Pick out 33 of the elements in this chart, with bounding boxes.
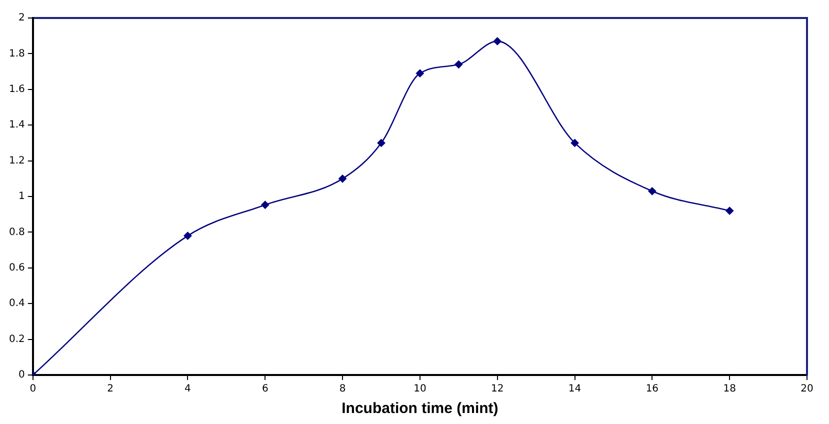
x-tick-label: 12 — [490, 384, 504, 395]
point — [338, 174, 347, 183]
y-tick-label: 1.8 — [8, 48, 25, 60]
y-tick-label: 0.4 — [8, 298, 25, 310]
y-tick-label: 1 — [18, 191, 25, 202]
point — [454, 60, 463, 68]
y-tick-label: 2 — [18, 12, 25, 24]
point — [726, 206, 734, 215]
x-tick-label: 2 — [107, 384, 114, 395]
x-tick-label: 0 — [30, 384, 36, 395]
x-axis-title: Incubation time (mint) — [342, 400, 498, 418]
x-tick-label: 4 — [184, 384, 191, 395]
y-tick-label: 1.2 — [8, 155, 25, 166]
x-tick-label: 6 — [262, 384, 268, 395]
point — [570, 138, 579, 147]
y-tick-label: 1.6 — [8, 84, 25, 95]
point — [261, 200, 270, 209]
x-tick-label: 18 — [723, 384, 736, 395]
point — [493, 37, 502, 46]
y-tick-label: 0 — [18, 370, 25, 381]
point — [648, 187, 656, 196]
x-tick-label: 14 — [568, 384, 582, 395]
y-tick-label: 0.6 — [8, 262, 25, 274]
point — [416, 69, 424, 78]
y-tick-label: 0.2 — [8, 334, 25, 345]
x-tick-label: 16 — [646, 384, 659, 395]
y-tick-label: 1.4 — [8, 120, 25, 131]
x-tick-label: 10 — [414, 384, 426, 395]
point — [377, 138, 386, 147]
y-tick-label: 0.8 — [8, 226, 25, 238]
x-tick-label: 8 — [339, 384, 346, 395]
x-tick-label: 20 — [800, 384, 814, 395]
point — [184, 232, 192, 240]
